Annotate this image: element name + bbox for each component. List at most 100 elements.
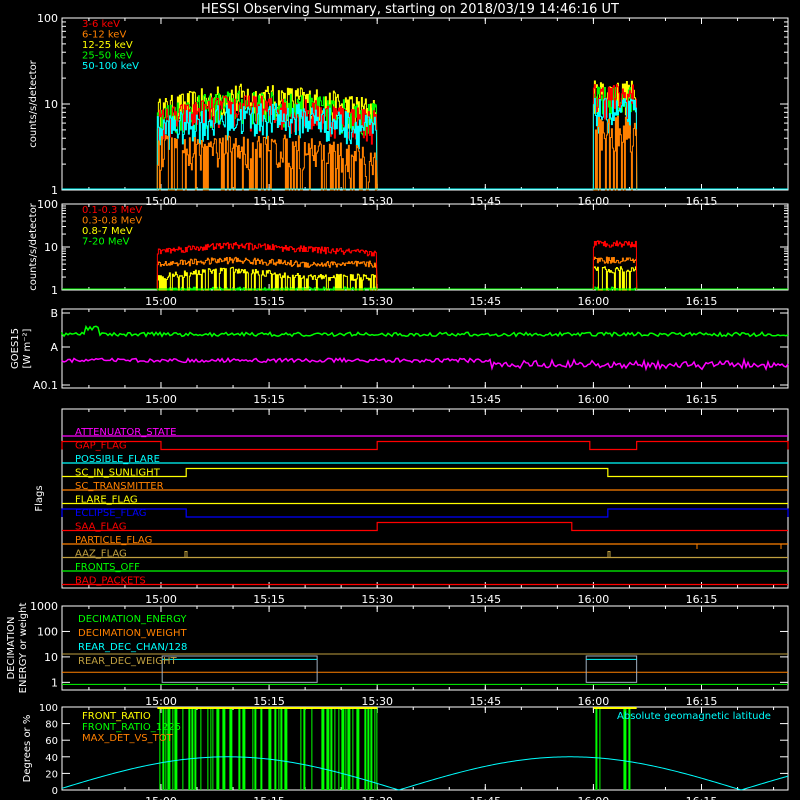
ratio-spike bbox=[167, 707, 171, 790]
flag-label: SC_IN_SUNLIGHT bbox=[75, 468, 161, 479]
x-tick-label: 15:45 bbox=[469, 295, 501, 308]
ratio-spike bbox=[345, 707, 347, 790]
series-6-12-kev bbox=[156, 116, 638, 191]
legend-entry: REAR_DEC_CHAN/128 bbox=[78, 642, 187, 653]
ratio-spike bbox=[376, 707, 378, 790]
x-tick-label: 15:00 bbox=[145, 195, 177, 208]
ratio-spike bbox=[334, 707, 336, 790]
x-tick-label: 15:15 bbox=[253, 795, 285, 800]
flag-label: BAD_PACKETS bbox=[75, 576, 146, 587]
ratio-spike bbox=[300, 707, 302, 790]
panel-high-energy-rates: 15:00 15:15 15:30 15:45 16:00 16:15 1 10 100coun… bbox=[28, 198, 789, 308]
ratio-spike bbox=[200, 707, 202, 790]
ratio-spike bbox=[188, 707, 191, 790]
ratio-spike bbox=[207, 707, 209, 790]
ratio-spike bbox=[274, 707, 277, 790]
x-tick-label: 15:30 bbox=[361, 295, 393, 308]
ratio-spike bbox=[347, 707, 351, 790]
x-tick-label: 15:30 bbox=[361, 393, 393, 406]
ratio-spike bbox=[599, 707, 601, 790]
legend-entry: 7-20 MeV bbox=[82, 237, 130, 248]
ratio-spike bbox=[338, 707, 340, 790]
ratio-spike bbox=[194, 707, 197, 790]
ratio-spike bbox=[268, 707, 272, 790]
series-line bbox=[156, 134, 378, 191]
flag-label: ATTENUATOR_STATE bbox=[75, 427, 176, 438]
ratio-spike bbox=[252, 707, 254, 790]
series-line bbox=[156, 256, 378, 291]
legend-entry: FRONT_RATIO_1225 bbox=[82, 722, 181, 733]
x-tick-label: 15:15 bbox=[253, 195, 285, 208]
y-tick-label: 1 bbox=[51, 284, 58, 297]
series-line bbox=[592, 84, 638, 191]
ratio-spike bbox=[623, 707, 627, 790]
x-tick-label: 16:00 bbox=[578, 695, 610, 708]
ratio-spike bbox=[210, 707, 212, 790]
aaz-spike bbox=[607, 551, 611, 558]
ratio-spike bbox=[284, 707, 288, 790]
x-tick-label: 15:45 bbox=[469, 795, 501, 800]
y-axis-label-2: ENERGY or weight bbox=[18, 603, 29, 694]
ratio-spike bbox=[229, 707, 233, 790]
ratio-spike bbox=[628, 707, 631, 790]
legend-entry: FRONT_RATIO bbox=[82, 711, 151, 722]
legend-entry: 0.8-7 MeV bbox=[82, 226, 133, 237]
y-tick-label: 100 bbox=[37, 12, 58, 25]
y-tick-label: 1000 bbox=[30, 600, 58, 613]
x-tick-label: 15:30 bbox=[361, 695, 393, 708]
series-line bbox=[592, 256, 638, 291]
x-tick-label: 15:30 bbox=[361, 795, 393, 800]
x-tick-label: 15:15 bbox=[253, 393, 285, 406]
flag-label: SAA_FLAG bbox=[75, 522, 126, 533]
y-tick-label: 40 bbox=[45, 753, 58, 764]
x-tick-label: 16:00 bbox=[578, 295, 610, 308]
ratio-spike bbox=[278, 707, 280, 790]
panel-frame bbox=[61, 706, 789, 791]
y-tick-label: A bbox=[50, 341, 58, 354]
y-tick-label: 0 bbox=[52, 786, 58, 797]
series-line bbox=[593, 116, 638, 191]
flag-line bbox=[62, 467, 788, 478]
y-axis-unit: [W m⁻²] bbox=[22, 328, 33, 368]
front-ratio-1225-spikes bbox=[157, 707, 637, 790]
x-tick-label: 15:00 bbox=[145, 695, 177, 708]
flag-label: SC_TRANSMITTER bbox=[75, 481, 164, 492]
ratio-spike bbox=[260, 707, 263, 790]
y-tick-label: 100 bbox=[37, 625, 58, 638]
legend-entry: 0.3-0.8 MeV bbox=[82, 216, 142, 227]
ratio-spike bbox=[303, 707, 306, 790]
legend-entry: DECIMATION_ENERGY bbox=[78, 614, 187, 625]
ratio-spike bbox=[326, 707, 330, 790]
goes-series-line bbox=[61, 356, 789, 372]
y-tick-label: B bbox=[50, 307, 58, 320]
ratio-spike bbox=[370, 707, 373, 790]
ratio-spike bbox=[165, 707, 167, 790]
panel-ratios: 15:00 15:15 15:30 15:45 16:00 16:15 0 20 40 60 80 1… bbox=[22, 703, 789, 800]
x-tick-label: 15:45 bbox=[469, 695, 501, 708]
ratio-spike bbox=[159, 707, 161, 790]
legend-entry: 50-100 keV bbox=[82, 61, 139, 72]
panel-frame bbox=[61, 408, 789, 589]
ratio-spike bbox=[374, 707, 376, 790]
ratio-spike bbox=[356, 707, 360, 790]
ratio-spike bbox=[191, 707, 194, 790]
series-line bbox=[592, 240, 638, 291]
ratio-spike bbox=[352, 707, 354, 790]
figure-title: HESSI Observing Summary, starting on 201… bbox=[201, 2, 619, 17]
flag-eclipse-flag: ECLIPSE_FLAG bbox=[61, 508, 789, 519]
ratio-spike bbox=[367, 707, 370, 790]
y-tick-label: A0.1 bbox=[33, 379, 58, 392]
aaz-spike bbox=[184, 551, 188, 558]
ratio-spike bbox=[330, 707, 333, 790]
ratio-spike bbox=[182, 707, 184, 790]
flag-flare-flag: FLARE_FLAG bbox=[62, 495, 788, 506]
panel-frame bbox=[61, 308, 789, 389]
series-line bbox=[592, 266, 638, 291]
x-tick-label: 15:45 bbox=[469, 593, 501, 606]
x-tick-label: 16:00 bbox=[578, 393, 610, 406]
ratio-spike bbox=[364, 707, 367, 790]
flag-line bbox=[61, 440, 789, 451]
legend-entry: 0.1-0.3 MeV bbox=[82, 205, 142, 216]
x-tick-label: 15:15 bbox=[253, 295, 285, 308]
